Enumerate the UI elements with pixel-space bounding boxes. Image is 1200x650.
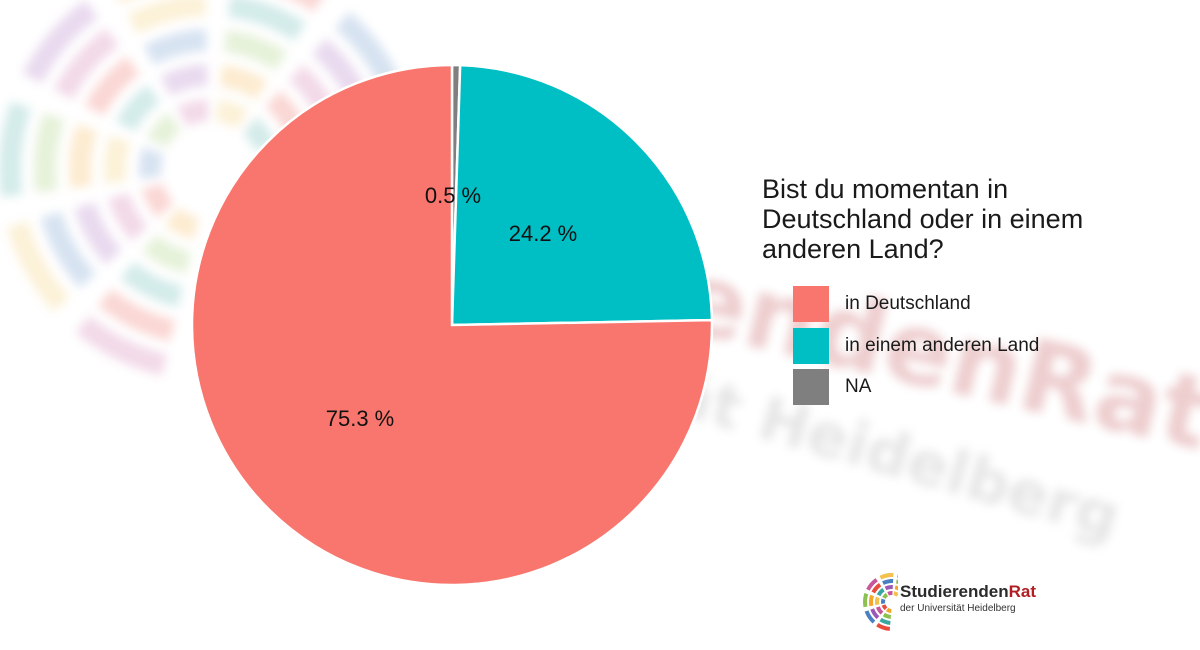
pie-slice-in-einem-anderen-land (450, 63, 714, 327)
logo-subtitle: der Universität Heidelberg (900, 603, 1016, 614)
pie-slice-in-deutschland (190, 63, 714, 587)
logo-name: StudierendenRat (900, 582, 1037, 601)
pie-labels: 75.3 % 24.2 % 0.5 % (326, 183, 578, 431)
legend-swatch (793, 286, 829, 322)
legend-label: NA (845, 376, 872, 397)
studierendenrat-logo: StudierendenRat der Universität Heidelbe… (852, 570, 1052, 634)
pie-data-label-in-einem-anderen-land: 24.2 % (509, 221, 578, 246)
pie-data-label-in-deutschland: 75.3 % (326, 406, 395, 431)
pie-chart (190, 63, 714, 587)
studierendenrat-logo-icon (863, 573, 898, 631)
legend-label: in Deutschland (845, 293, 971, 314)
legend-swatch (793, 328, 829, 364)
legend-title: Bist du momentan in Deutschland oder in … (762, 174, 1084, 264)
legend-label: in einem anderen Land (845, 335, 1040, 356)
legend-swatch (793, 369, 829, 405)
pie-data-label-na: 0.5 % (425, 183, 481, 208)
